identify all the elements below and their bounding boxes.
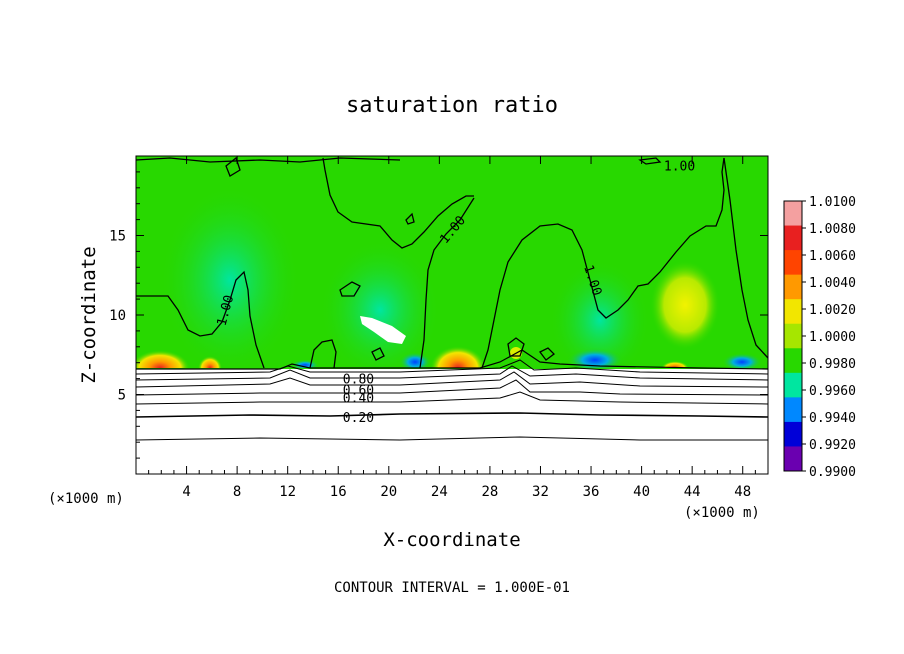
x-tick-label: 40 (633, 484, 650, 500)
contour-label-text: 0.20 (343, 411, 374, 426)
contour-line (539, 347, 555, 361)
colorbar-label: 1.0040 (809, 276, 856, 291)
contour-line (136, 365, 768, 381)
blue-spot-1 (399, 352, 431, 368)
colorbar-label: 0.9980 (809, 357, 856, 372)
y-tick-label: 5 (118, 388, 126, 404)
colorbar-swatch (784, 201, 802, 227)
colorbar-swatch (784, 225, 802, 251)
x-tick-label: 32 (532, 484, 549, 500)
colorbar-label: 0.9920 (809, 438, 856, 453)
contour-label: 1.00 (664, 160, 695, 175)
contour-label-text: 0.40 (343, 392, 374, 407)
hot-spot-center (430, 346, 486, 368)
contour-line (136, 412, 768, 418)
colorbar-label: 0.9960 (809, 384, 856, 399)
y-tick-label: 15 (109, 229, 126, 245)
contour-line (136, 379, 768, 396)
colorbar: 1.0100 1.0080 1.0060 1.0040 1.0020 1.0000 0.99… (783, 195, 856, 480)
x-tick-label: 28 (481, 484, 498, 500)
field-shading (136, 185, 762, 368)
x-unit-label: (×1000 m) (684, 505, 760, 521)
contour-line (136, 270, 265, 368)
x-tick-label: 44 (684, 484, 701, 500)
colorbar-swatch (784, 323, 802, 349)
contour-label: 0.20 (343, 411, 374, 426)
contour-line (136, 349, 768, 370)
contour-line (309, 339, 337, 368)
x-tick-label: 36 (583, 484, 600, 500)
hot-spot-left (136, 350, 190, 368)
y-tick-label: 10 (109, 308, 126, 324)
contour-line (136, 371, 768, 388)
colorbar-swatch (784, 348, 802, 374)
colorbar-swatch (784, 421, 802, 447)
y-axis: 5 10 15 (109, 171, 768, 459)
colorbar-label: 1.0020 (809, 303, 856, 318)
colorbar-swatch (784, 397, 802, 423)
contour-label-text: 0.80 (343, 373, 374, 388)
y-unit-label: (×1000 m) (48, 491, 124, 507)
cyan-patch-right (550, 260, 650, 368)
colorbar-label: 1.0100 (809, 195, 856, 210)
contour-line (136, 436, 768, 441)
contour-label: 0.60 (343, 384, 374, 399)
cyan-patch-center (320, 240, 440, 368)
x-tick-label: 8 (233, 484, 241, 500)
contour-line (723, 157, 768, 359)
contour-label: 0.80 (343, 373, 374, 388)
contour-line (322, 157, 474, 249)
contour-line (371, 347, 385, 361)
contour-label-text: 0.60 (343, 384, 374, 399)
contour-label-text: 1.00 (664, 160, 695, 175)
contour-line (136, 391, 768, 405)
x-tick-label: 12 (279, 484, 296, 500)
plot-area (136, 156, 768, 474)
x-axis-label: X-coordinate (383, 529, 520, 551)
contours-lower (136, 349, 768, 441)
colorbar-swatch (784, 446, 802, 472)
contour-interval-note: CONTOUR INTERVAL = 1.000E-01 (334, 580, 570, 596)
colorbar-label: 1.0060 (809, 249, 856, 264)
y-axis-label: Z-coordinate (78, 246, 100, 383)
colorbar-swatch (784, 372, 802, 398)
contour-line (419, 197, 475, 368)
x-tick-label: 4 (182, 484, 190, 500)
colorbar-label: 0.9900 (809, 465, 856, 480)
contours-upper (136, 156, 768, 368)
yellow-patch-right (650, 260, 720, 350)
colorbar-label: 1.0080 (809, 222, 856, 237)
x-tick-label: 24 (431, 484, 448, 500)
colorbar-swatch (784, 274, 802, 300)
colorbar-label: 0.9940 (809, 411, 856, 426)
x-axis: 4 8 12 16 20 24 28 32 36 40 44 48 (148, 156, 756, 500)
x-tick-label: 48 (734, 484, 751, 500)
cyan-patch-left (160, 185, 300, 368)
colorbar-swatch (784, 299, 802, 325)
x-tick-label: 20 (380, 484, 397, 500)
chart-title: saturation ratio (346, 93, 558, 118)
blue-spot-2 (567, 348, 623, 368)
hot-spot-right (661, 361, 689, 368)
colorbar-label: 1.0000 (809, 330, 856, 345)
contour-line (405, 212, 415, 225)
contour-label: 0.40 (343, 392, 374, 407)
hot-spot-left2 (198, 356, 222, 368)
contour-line (339, 281, 361, 297)
subsaturated-patch (360, 316, 406, 344)
contour-line (136, 157, 401, 163)
colorbar-swatch (784, 250, 802, 276)
blue-spot-3 (722, 353, 762, 368)
x-tick-label: 16 (330, 484, 347, 500)
contour-line (481, 157, 725, 368)
contour-line (638, 157, 662, 165)
